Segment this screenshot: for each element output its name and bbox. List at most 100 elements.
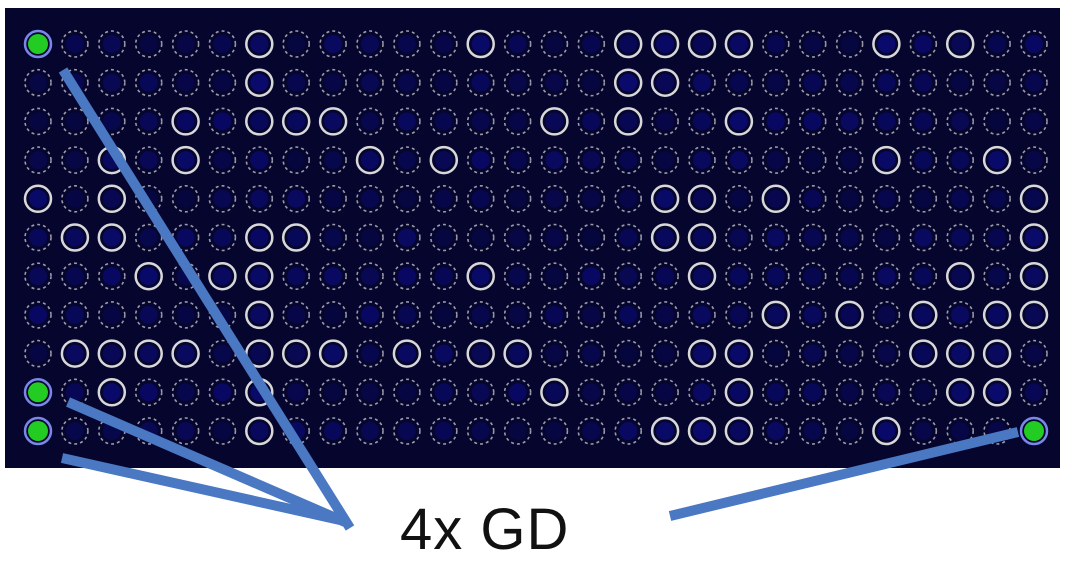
spot-ring-dashed (24, 262, 52, 291)
spot (803, 267, 822, 286)
spot-ring-dashed (282, 185, 311, 213)
spot-ring-dashed (835, 146, 864, 174)
spot (250, 228, 269, 247)
spot-ring-solid (687, 29, 717, 59)
spot (102, 228, 121, 247)
spot (361, 305, 379, 324)
spot-ring-dashed (835, 223, 864, 252)
spot-ring-dashed (208, 185, 237, 213)
spot-ring-dashed (909, 185, 938, 213)
spot-ring-dashed (61, 262, 89, 291)
spot (545, 422, 564, 440)
spot-ring-dashed (1020, 339, 1048, 368)
spot-ring-solid (724, 339, 754, 368)
spot-ring-dashed (503, 107, 532, 136)
spot-ring-dashed (356, 339, 384, 368)
spot-ring-dashed (688, 146, 716, 174)
spot (582, 112, 601, 131)
spot-ring-dashed (725, 262, 753, 291)
spot-ring-dashed (61, 417, 89, 445)
spot-ring-dashed (393, 378, 421, 407)
spot (434, 383, 453, 402)
spot-ring-dashed (983, 68, 1011, 97)
spot-ring-dashed (1020, 378, 1048, 407)
spot (250, 189, 269, 208)
spot-ring-dashed (946, 146, 975, 174)
spot (65, 344, 84, 363)
spot-ring-dashed (725, 68, 753, 97)
spot (139, 112, 158, 131)
spot (988, 112, 1007, 131)
spot (693, 422, 711, 440)
spot-ring-solid (724, 378, 754, 407)
spot (397, 35, 416, 53)
spot (840, 267, 859, 286)
spot-ring-dashed (356, 262, 384, 291)
spot (1025, 112, 1043, 131)
spot-ring-dashed (872, 223, 901, 252)
spot-ring-dashed (835, 417, 864, 445)
spot-ring-dashed (466, 146, 495, 174)
spot-ring-dashed (725, 146, 753, 174)
spot (951, 305, 970, 324)
spot (102, 73, 121, 92)
spot (766, 344, 785, 363)
spot-ring-dashed (319, 146, 347, 174)
spot (951, 189, 970, 208)
spot (397, 73, 416, 92)
spot (1025, 189, 1043, 208)
spot-ring-dashed (171, 185, 200, 213)
spot (656, 228, 675, 247)
spot (508, 112, 527, 131)
spot-ring-dashed (208, 146, 237, 174)
spot (434, 35, 453, 53)
spot-ring-dashed (577, 378, 606, 407)
spot-ring-dashed (171, 417, 200, 445)
spot (914, 151, 933, 170)
highlighted-spot (28, 382, 48, 403)
spot (434, 228, 453, 247)
spot (619, 228, 638, 247)
spot-ring-dashed (503, 146, 532, 174)
spot-ring-dashed (761, 30, 790, 58)
spot (139, 344, 158, 363)
spot-ring-dashed (208, 107, 237, 136)
spot (1025, 267, 1043, 286)
spot (693, 189, 711, 208)
spot (65, 189, 84, 208)
spot-ring-dashed (466, 301, 495, 329)
spot (840, 228, 859, 247)
spot (65, 112, 84, 131)
spot (287, 344, 306, 363)
spot (250, 151, 269, 170)
spot (287, 112, 306, 131)
spot (582, 228, 601, 247)
spot-ring-dashed (503, 185, 532, 213)
spot (324, 228, 343, 247)
spot-ring-dashed (577, 262, 606, 291)
spot (693, 73, 711, 92)
spot-ring-solid (687, 339, 717, 368)
spot-ring-solid (134, 339, 163, 368)
spot-ring-dashed (909, 107, 938, 136)
callout-line-middle-left (66, 397, 347, 527)
spot (619, 35, 638, 53)
spot (250, 344, 269, 363)
spot (139, 228, 158, 247)
highlighted-spot-ring (23, 378, 53, 407)
spot-ring-dashed (540, 68, 569, 97)
spot-ring-solid (650, 29, 680, 59)
spot-ring-dashed (725, 223, 753, 252)
spot (287, 189, 306, 208)
spot-ring-dashed (356, 107, 384, 136)
spot (693, 228, 711, 247)
spot (287, 73, 306, 92)
spot-ring-dashed (134, 378, 163, 407)
spot (434, 189, 453, 208)
spot (951, 73, 970, 92)
spot-ring-dashed (466, 185, 495, 213)
spot (729, 305, 748, 324)
spot (582, 305, 601, 324)
spot (29, 305, 47, 324)
spot (840, 305, 859, 324)
